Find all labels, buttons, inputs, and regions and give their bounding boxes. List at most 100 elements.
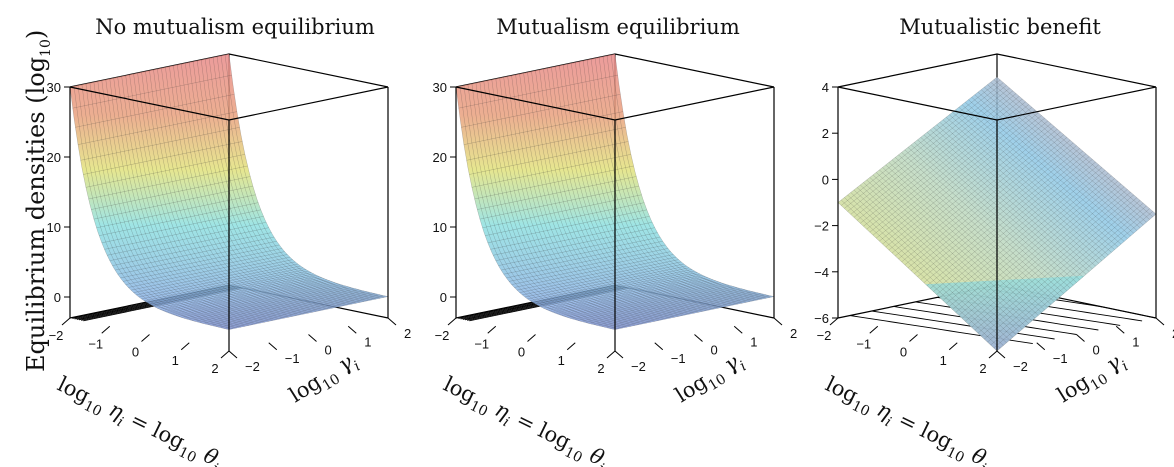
- mesh-line: [228, 53, 389, 297]
- mesh-line: [955, 178, 1115, 313]
- mesh-line: [602, 56, 763, 300]
- panel-title: Mutualistic benefit: [899, 15, 1101, 39]
- mesh-line: [980, 89, 1141, 228]
- mesh-line: [130, 256, 290, 291]
- z-tick-label: 30: [47, 80, 61, 95]
- mesh-line: [895, 157, 1055, 302]
- mesh-line: [516, 256, 676, 291]
- mesh-line: [914, 142, 1074, 274]
- mesh-line: [125, 75, 285, 319]
- mesh-line: [977, 197, 1138, 334]
- mesh-line: [495, 227, 655, 261]
- mesh-line: [519, 73, 679, 317]
- mesh-line: [952, 175, 1112, 310]
- x-tick: [566, 342, 576, 351]
- x-tick-label: 1: [558, 353, 565, 368]
- mesh-line: [898, 129, 1058, 260]
- mesh-line: [984, 86, 1144, 226]
- mesh-line: [607, 294, 767, 328]
- x-tick: [988, 350, 998, 359]
- x-tick-label: −2: [49, 328, 64, 343]
- mesh-line: [506, 244, 666, 279]
- gamma-tick-label: −1: [671, 351, 686, 366]
- mesh-line: [837, 76, 998, 203]
- mesh-line: [850, 87, 1010, 215]
- gamma-tick: [387, 317, 397, 326]
- mesh-line: [882, 115, 1042, 245]
- mesh-line: [939, 122, 1099, 264]
- mesh-line: [161, 67, 321, 311]
- mesh-line: [580, 288, 740, 322]
- mesh-line: [498, 232, 658, 266]
- mesh-line: [189, 62, 349, 305]
- mesh-line: [920, 137, 1080, 280]
- mesh-line: [567, 63, 727, 307]
- mesh-line: [507, 76, 667, 319]
- mesh-line: [169, 66, 329, 310]
- gamma-tick-label: 1: [750, 334, 757, 349]
- gamma-tick: [614, 350, 624, 359]
- mesh-line: [856, 93, 1017, 221]
- mesh-line: [157, 275, 317, 309]
- gamma-tick: [733, 325, 743, 334]
- mesh-line: [920, 148, 1080, 280]
- mesh-line: [216, 56, 377, 300]
- mesh-line: [522, 261, 682, 296]
- z-tick-label: 30: [433, 80, 447, 95]
- gamma-tick-label: −2: [245, 359, 260, 374]
- x-tick-label: 0: [132, 345, 139, 360]
- mesh-line: [152, 272, 312, 306]
- x-tick: [948, 342, 958, 351]
- mesh-line: [117, 241, 277, 275]
- mesh-line: [514, 254, 674, 288]
- mesh-line: [531, 71, 691, 315]
- gamma-tick-label: 2: [1172, 326, 1174, 341]
- mesh-line: [869, 104, 1029, 233]
- mesh-line: [926, 153, 1087, 286]
- mesh-line: [181, 63, 341, 307]
- mesh-line: [115, 236, 275, 271]
- z-tick-label: −2: [814, 219, 829, 234]
- mesh-line: [911, 144, 1071, 289]
- mesh-line: [471, 154, 631, 188]
- mesh-line: [847, 194, 1007, 343]
- mesh-line: [949, 172, 1109, 307]
- mesh-line: [120, 244, 280, 279]
- mesh-line: [80, 127, 240, 161]
- mesh-line: [556, 280, 716, 314]
- mesh-line: [837, 202, 998, 352]
- mesh-line: [493, 222, 653, 256]
- mesh-line: [181, 284, 341, 318]
- mesh-line: [930, 156, 1090, 289]
- mesh-line: [879, 169, 1039, 316]
- mesh-line: [183, 285, 343, 319]
- mesh-line: [508, 248, 669, 282]
- x-tick-label: −1: [856, 336, 871, 351]
- mesh-line: [561, 282, 722, 316]
- mesh-line: [199, 289, 359, 323]
- gamma-tick-label: 2: [790, 326, 797, 341]
- z-tick-label: 10: [47, 220, 61, 235]
- mesh-line: [228, 296, 389, 330]
- mesh-line: [185, 63, 345, 306]
- mesh-line: [904, 134, 1064, 266]
- mesh-line: [984, 202, 1144, 340]
- mesh-line: [471, 83, 631, 327]
- mesh-line: [990, 208, 1150, 346]
- mesh-line: [993, 79, 1153, 217]
- mesh-line: [850, 192, 1010, 341]
- mesh-line: [69, 86, 230, 330]
- mesh-line: [490, 216, 650, 250]
- mesh-line: [965, 186, 1125, 322]
- z-tick-label: 20: [47, 150, 61, 165]
- mesh-line: [77, 111, 237, 145]
- mesh-line: [501, 236, 661, 271]
- mesh-line: [168, 279, 328, 313]
- mesh-line: [511, 75, 671, 319]
- mesh-line: [853, 189, 1014, 338]
- mesh-line: [474, 165, 634, 200]
- mesh-line: [879, 112, 1039, 242]
- mesh-line: [958, 181, 1118, 316]
